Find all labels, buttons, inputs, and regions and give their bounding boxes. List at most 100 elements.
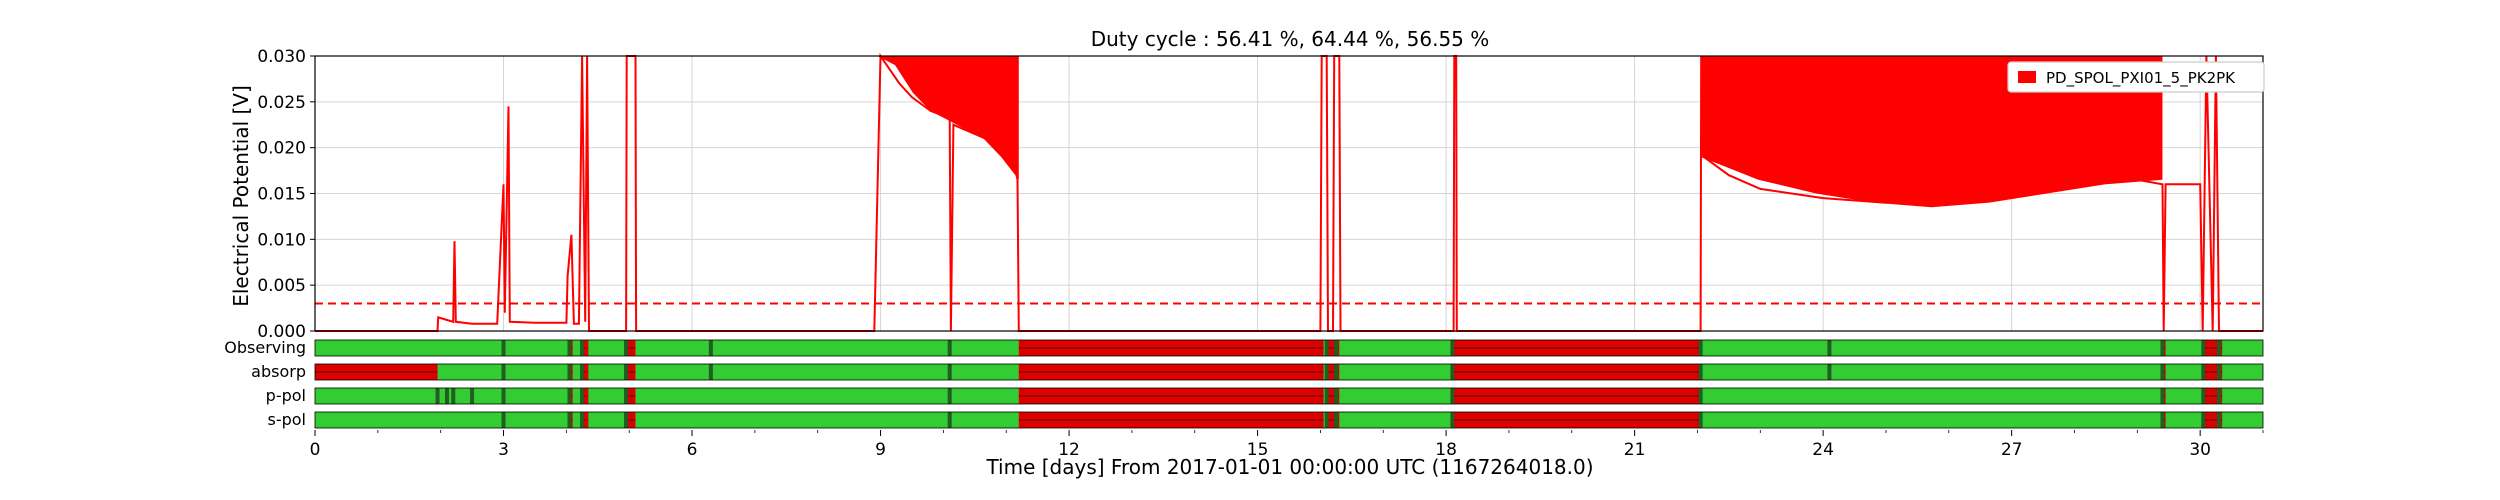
- segment-frame: [314, 363, 2264, 381]
- x-tick-label: 15: [1247, 440, 1269, 460]
- segment-active: [315, 412, 570, 428]
- segment-transition: [501, 388, 506, 404]
- segment-transition: [1324, 388, 1329, 404]
- segment-row: [314, 363, 2264, 381]
- segment-active: [588, 388, 627, 404]
- segment-active: [2165, 412, 2204, 428]
- segment-active: [2222, 412, 2263, 428]
- segment-transition: [1698, 412, 1703, 428]
- segment-transition: [501, 412, 506, 428]
- segment-row: [314, 339, 2264, 357]
- segment-transition: [1324, 412, 1329, 428]
- x-tick-label: 21: [1624, 440, 1646, 460]
- segment-transition: [1450, 340, 1455, 356]
- x-axis-label: Time [days] From 2017-01-01 00:00:00 UTC…: [985, 455, 1593, 479]
- y-tick-label: 0.005: [257, 276, 306, 296]
- segment-transition: [624, 364, 629, 380]
- segment-transition: [580, 340, 585, 356]
- segment-transition: [470, 388, 475, 404]
- segment-transition: [2201, 412, 2206, 428]
- segment-transition: [1334, 340, 1339, 356]
- segment-transition: [947, 364, 952, 380]
- legend-entry: PD_SPOL_PXI01_5_PK2PK: [2046, 69, 2236, 88]
- segment-transition: [1450, 364, 1455, 380]
- segment-transition: [1334, 364, 1339, 380]
- segment-transition: [708, 364, 713, 380]
- segment-transition: [2160, 340, 2165, 356]
- x-tick-label: 12: [1058, 440, 1080, 460]
- segment-row: [314, 411, 2264, 429]
- segment-transition: [567, 340, 572, 356]
- x-tick-label: 30: [2189, 440, 2211, 460]
- segment-transition: [2160, 364, 2165, 380]
- y-tick-label: 0.000: [257, 322, 306, 342]
- x-tick-label: 18: [1435, 440, 1457, 460]
- segment-transition: [2160, 388, 2165, 404]
- segment-label: absorp: [251, 362, 306, 381]
- segment-transition: [624, 340, 629, 356]
- segment-active: [572, 388, 583, 404]
- segment-transition: [1324, 364, 1329, 380]
- chart-title: Duty cycle : 56.41 %, 64.44 %, 56.55 %: [1091, 27, 1490, 51]
- y-tick-label: 0.025: [257, 93, 306, 113]
- segment-transition: [1698, 364, 1703, 380]
- segment-active: [2165, 340, 2204, 356]
- segment-active: [1700, 364, 2163, 380]
- segment-active: [635, 412, 1019, 428]
- segment-active: [1339, 340, 1454, 356]
- segment-active: [315, 388, 570, 404]
- segment-transition: [580, 364, 585, 380]
- segment-active: [1339, 412, 1454, 428]
- segment-active: [2222, 340, 2263, 356]
- segment-active: [1700, 340, 2163, 356]
- segment-frame: [314, 411, 2264, 429]
- segment-transition: [1450, 412, 1455, 428]
- segment-transition: [2160, 412, 2165, 428]
- segment-label: p-pol: [266, 386, 306, 405]
- segment-active: [635, 364, 1019, 380]
- legend-swatch: [2018, 71, 2036, 83]
- segment-transition: [2217, 388, 2222, 404]
- x-tick-label: 0: [310, 440, 321, 460]
- segment-transition: [947, 340, 952, 356]
- legend-box: [2007, 61, 2265, 93]
- segment-active: [315, 340, 570, 356]
- segment-transition: [2217, 340, 2222, 356]
- segment-active: [588, 340, 627, 356]
- tick-labels: 0.000 0.005 0.010 0.015 0.020 0.025 0.030 Obser…: [224, 47, 2264, 460]
- y-tick-label: 0.015: [257, 185, 306, 205]
- segment-active: [588, 364, 627, 380]
- x-tick-label: 9: [875, 440, 886, 460]
- segment-transition: [2201, 364, 2206, 380]
- segment-frame: [314, 387, 2264, 405]
- segment-active: [2165, 388, 2204, 404]
- series-fill: [877, 56, 2163, 208]
- segment-transition: [1334, 412, 1339, 428]
- segment-transition: [1698, 388, 1703, 404]
- segment-transition: [1450, 388, 1455, 404]
- segment-transition: [1334, 388, 1339, 404]
- segment-transition: [1324, 340, 1329, 356]
- segment-transition: [2217, 364, 2222, 380]
- segment-transition: [580, 388, 585, 404]
- x-tick-label: 6: [687, 440, 698, 460]
- segment-transition: [1827, 340, 1832, 356]
- segment-active: [1339, 388, 1454, 404]
- segment-active: [1700, 388, 2163, 404]
- segment-active: [635, 388, 1019, 404]
- legend: PD_SPOL_PXI01_5_PK2PK: [2007, 61, 2265, 93]
- segment-active: [572, 364, 583, 380]
- segment-transition: [1698, 340, 1703, 356]
- series-line: [315, 52, 2263, 332]
- y-tick-label: 0.010: [257, 230, 306, 250]
- segment-active: [635, 340, 1019, 356]
- y-tick-label: 0.030: [257, 47, 306, 67]
- x-tick-label: 27: [2001, 440, 2023, 460]
- segment-frame: [314, 339, 2264, 357]
- segment-row: [314, 387, 2264, 405]
- segment-active: [572, 340, 583, 356]
- segment-transition: [1827, 364, 1832, 380]
- segment-active: [1339, 364, 1454, 380]
- segment-transition: [947, 412, 952, 428]
